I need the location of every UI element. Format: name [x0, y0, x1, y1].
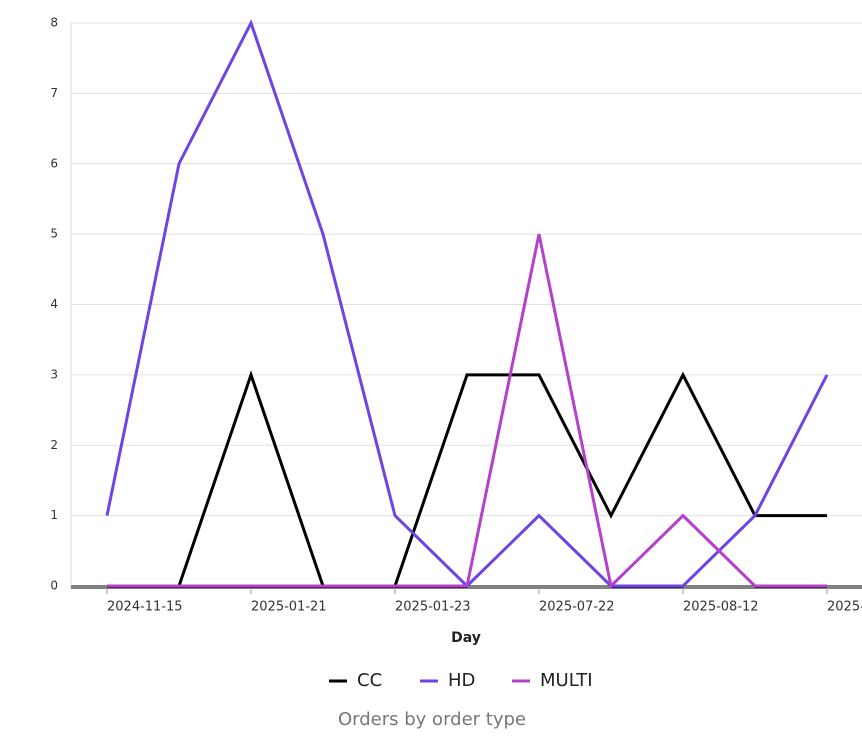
y-tick-label: 4 [50, 297, 58, 311]
y-tick-label: 3 [50, 367, 58, 381]
x-tick-label: 2025-08-12 [683, 600, 759, 615]
x-tick-label: 2024-11-15 [107, 600, 183, 615]
y-tick-label: 8 [50, 16, 58, 30]
line [107, 233, 827, 589]
x-tick-label: 2025- [827, 600, 862, 615]
chart-title: Orders by order type [338, 709, 526, 730]
x-tick-label: 2025-01-23 [395, 600, 471, 615]
legend-label: MULTI [540, 670, 593, 691]
y-tick-label: 2 [50, 438, 58, 452]
y-tick-label: 0 [50, 579, 58, 593]
y-tick-label: 1 [50, 508, 58, 522]
x-tick-label: 2025-01-21 [251, 600, 327, 615]
legend-label: CC [357, 670, 382, 691]
legend-label: HD [448, 670, 475, 691]
y-tick-label: 5 [50, 227, 58, 241]
line [107, 370, 827, 588]
x-axis-label: Day [451, 630, 481, 646]
y-tick-label: 7 [50, 86, 58, 100]
y-tick-label: 6 [50, 156, 58, 170]
x-tick-label: 2025-07-22 [539, 600, 615, 615]
